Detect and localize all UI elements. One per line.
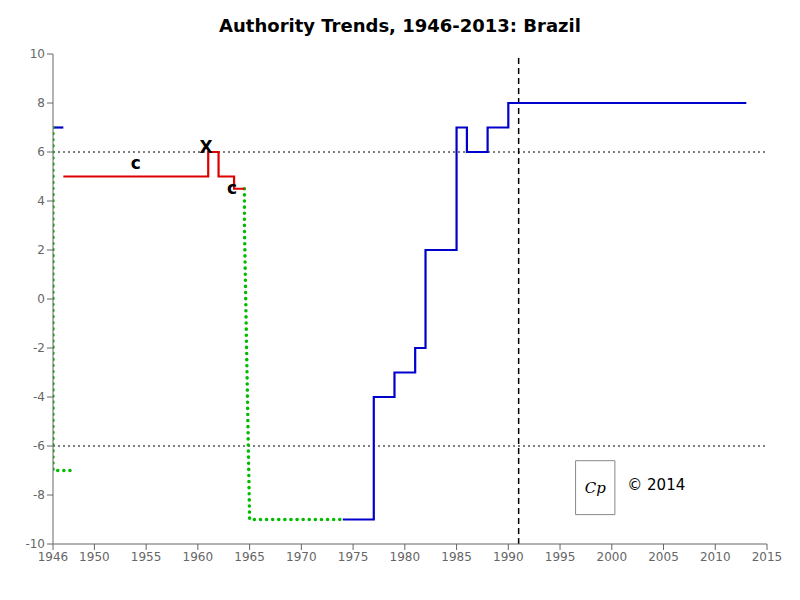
svg-text:2015: 2015 [752,550,783,564]
svg-text:1990: 1990 [493,550,524,564]
svg-text:-6: -6 [33,439,45,453]
svg-text:10: 10 [30,47,45,61]
svg-text:X: X [200,137,213,157]
svg-text:8: 8 [37,96,45,110]
svg-text:-8: -8 [33,488,45,502]
svg-text:1965: 1965 [234,550,265,564]
svg-text:c: c [227,178,237,198]
svg-text:© 2014: © 2014 [627,476,685,494]
svg-text:1960: 1960 [183,550,214,564]
svg-text:Cp: Cp [585,479,606,497]
svg-text:-10: -10 [25,537,45,551]
svg-text:1950: 1950 [79,550,110,564]
svg-text:4: 4 [37,194,45,208]
svg-text:-2: -2 [33,341,45,355]
svg-text:2000: 2000 [597,550,628,564]
svg-text:2010: 2010 [700,550,731,564]
svg-text:1980: 1980 [390,550,421,564]
svg-text:6: 6 [37,145,45,159]
svg-text:1955: 1955 [131,550,162,564]
svg-text:1970: 1970 [286,550,317,564]
svg-text:0: 0 [37,292,45,306]
svg-text:1985: 1985 [441,550,472,564]
svg-text:1946: 1946 [38,550,69,564]
html-text:Authority Trends, 1946-2013: B: Authority Trends, 1946-2013: Brazil [219,15,581,36]
svg-text:1975: 1975 [338,550,369,564]
svg-text:2005: 2005 [648,550,679,564]
svg-text:1995: 1995 [545,550,576,564]
svg-text:-4: -4 [33,390,45,404]
svg-text:2: 2 [37,243,45,257]
svg-text:c: c [131,153,141,173]
